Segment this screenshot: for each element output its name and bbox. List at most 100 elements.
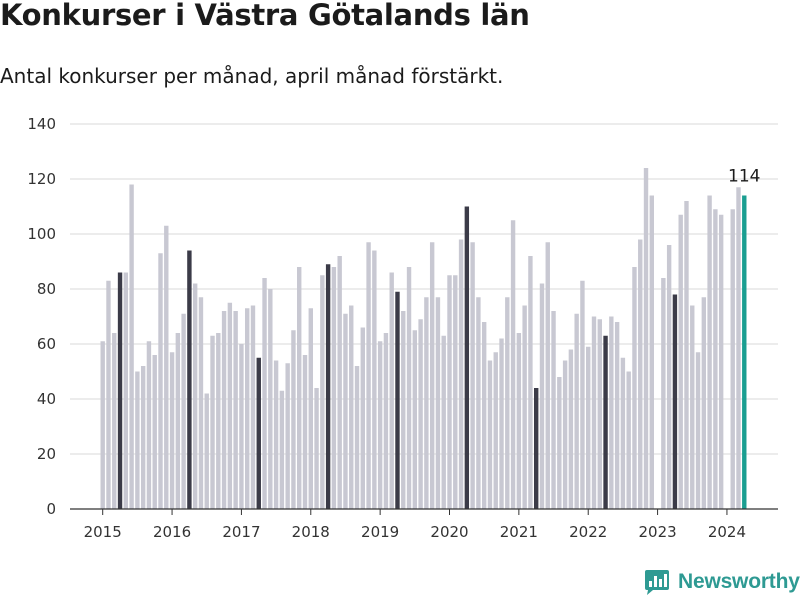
bar: [435, 297, 441, 509]
data-labels: 114: [728, 167, 760, 187]
bar: [516, 333, 522, 509]
x-tick-label: 2019: [361, 523, 399, 541]
bar: [239, 344, 244, 509]
bar: [718, 214, 724, 509]
bar: [221, 311, 227, 509]
bar: [545, 242, 550, 509]
bars: [100, 168, 747, 509]
bar: [632, 267, 637, 509]
bar: [493, 352, 498, 509]
bar: [638, 239, 643, 509]
newsworthy-logo-icon: [645, 570, 669, 595]
bar: [562, 360, 568, 509]
bar: [192, 283, 198, 509]
bar: [626, 371, 631, 509]
bar: [476, 297, 481, 509]
bar: [580, 280, 585, 509]
x-tick-label: 2024: [708, 523, 746, 541]
bar: [245, 308, 250, 509]
bar: [418, 319, 423, 509]
newsworthy-logo[interactable]: Newsworthy: [644, 569, 800, 595]
bar: [268, 289, 273, 509]
bar: [713, 209, 718, 509]
bar: [250, 305, 256, 509]
bar: [666, 245, 672, 509]
bar: [672, 294, 678, 509]
bar: [198, 297, 204, 509]
bar: [470, 242, 475, 509]
bar: [458, 239, 464, 509]
x-tick-label: 2018: [292, 523, 330, 541]
bar: [302, 355, 308, 509]
y-tick-label: 100: [27, 225, 56, 243]
bar: [453, 275, 458, 509]
bar: [337, 256, 342, 509]
bar: [505, 297, 510, 509]
bar: [140, 366, 146, 509]
bar: [106, 280, 111, 509]
bar: [100, 341, 105, 509]
bar: [528, 256, 533, 509]
bar: [609, 316, 614, 509]
bar: [354, 366, 360, 509]
x-tick-label: 2023: [638, 523, 676, 541]
bar: [412, 330, 418, 509]
bar: [112, 333, 117, 509]
x-tick-label: 2021: [500, 523, 538, 541]
axes: 0 20 40 60 80 100 120 140 2015 2016 2017 2018 2019 20…: [27, 115, 778, 541]
bar: [701, 297, 707, 509]
y-tick-label: 140: [27, 115, 56, 133]
chart-title: Konkurser i Västra Götalands län: [0, 0, 530, 32]
bar: [661, 278, 666, 509]
bar: [614, 322, 620, 509]
y-tick-label: 80: [37, 280, 56, 298]
bar: [742, 195, 747, 509]
bar: [152, 355, 157, 509]
bar: [499, 338, 504, 509]
bar: [377, 341, 383, 509]
bar: [314, 388, 319, 509]
bar: [297, 267, 302, 509]
bar: [169, 352, 175, 509]
bar: [129, 184, 134, 509]
bar: [233, 311, 238, 509]
bar: [360, 327, 365, 509]
bar: [429, 242, 435, 509]
bar: [707, 195, 712, 509]
bar: [279, 390, 285, 509]
bar: [678, 214, 683, 509]
bar: [325, 264, 331, 509]
chart-subtitle: Antal konkurser per månad, april månad f…: [0, 64, 504, 88]
bar: [395, 291, 400, 509]
bar: [389, 272, 394, 509]
bar: [736, 187, 741, 509]
bar: [331, 267, 337, 509]
bar: [574, 313, 579, 509]
bar: [216, 333, 221, 509]
bar: [557, 377, 562, 509]
bar: [424, 297, 429, 509]
y-tick-label: 20: [37, 445, 56, 463]
bar: [349, 305, 354, 509]
y-tick-label: 0: [46, 500, 56, 518]
y-tick-label: 40: [37, 390, 56, 408]
bar: [135, 371, 140, 509]
bar: [273, 360, 279, 509]
x-tick-label: 2020: [430, 523, 468, 541]
bar: [695, 352, 701, 509]
bar: [401, 311, 406, 509]
bar: [366, 242, 371, 509]
bar: [227, 302, 233, 509]
bar: [308, 308, 313, 509]
bar: [510, 220, 516, 509]
bar: [406, 267, 412, 509]
bar: [123, 272, 129, 509]
bar: [158, 253, 163, 509]
bar: [568, 349, 574, 509]
x-tick-label: 2017: [222, 523, 260, 541]
bar: [164, 225, 169, 509]
bar: [204, 393, 209, 509]
bar: [597, 319, 602, 509]
bar: [343, 313, 348, 509]
